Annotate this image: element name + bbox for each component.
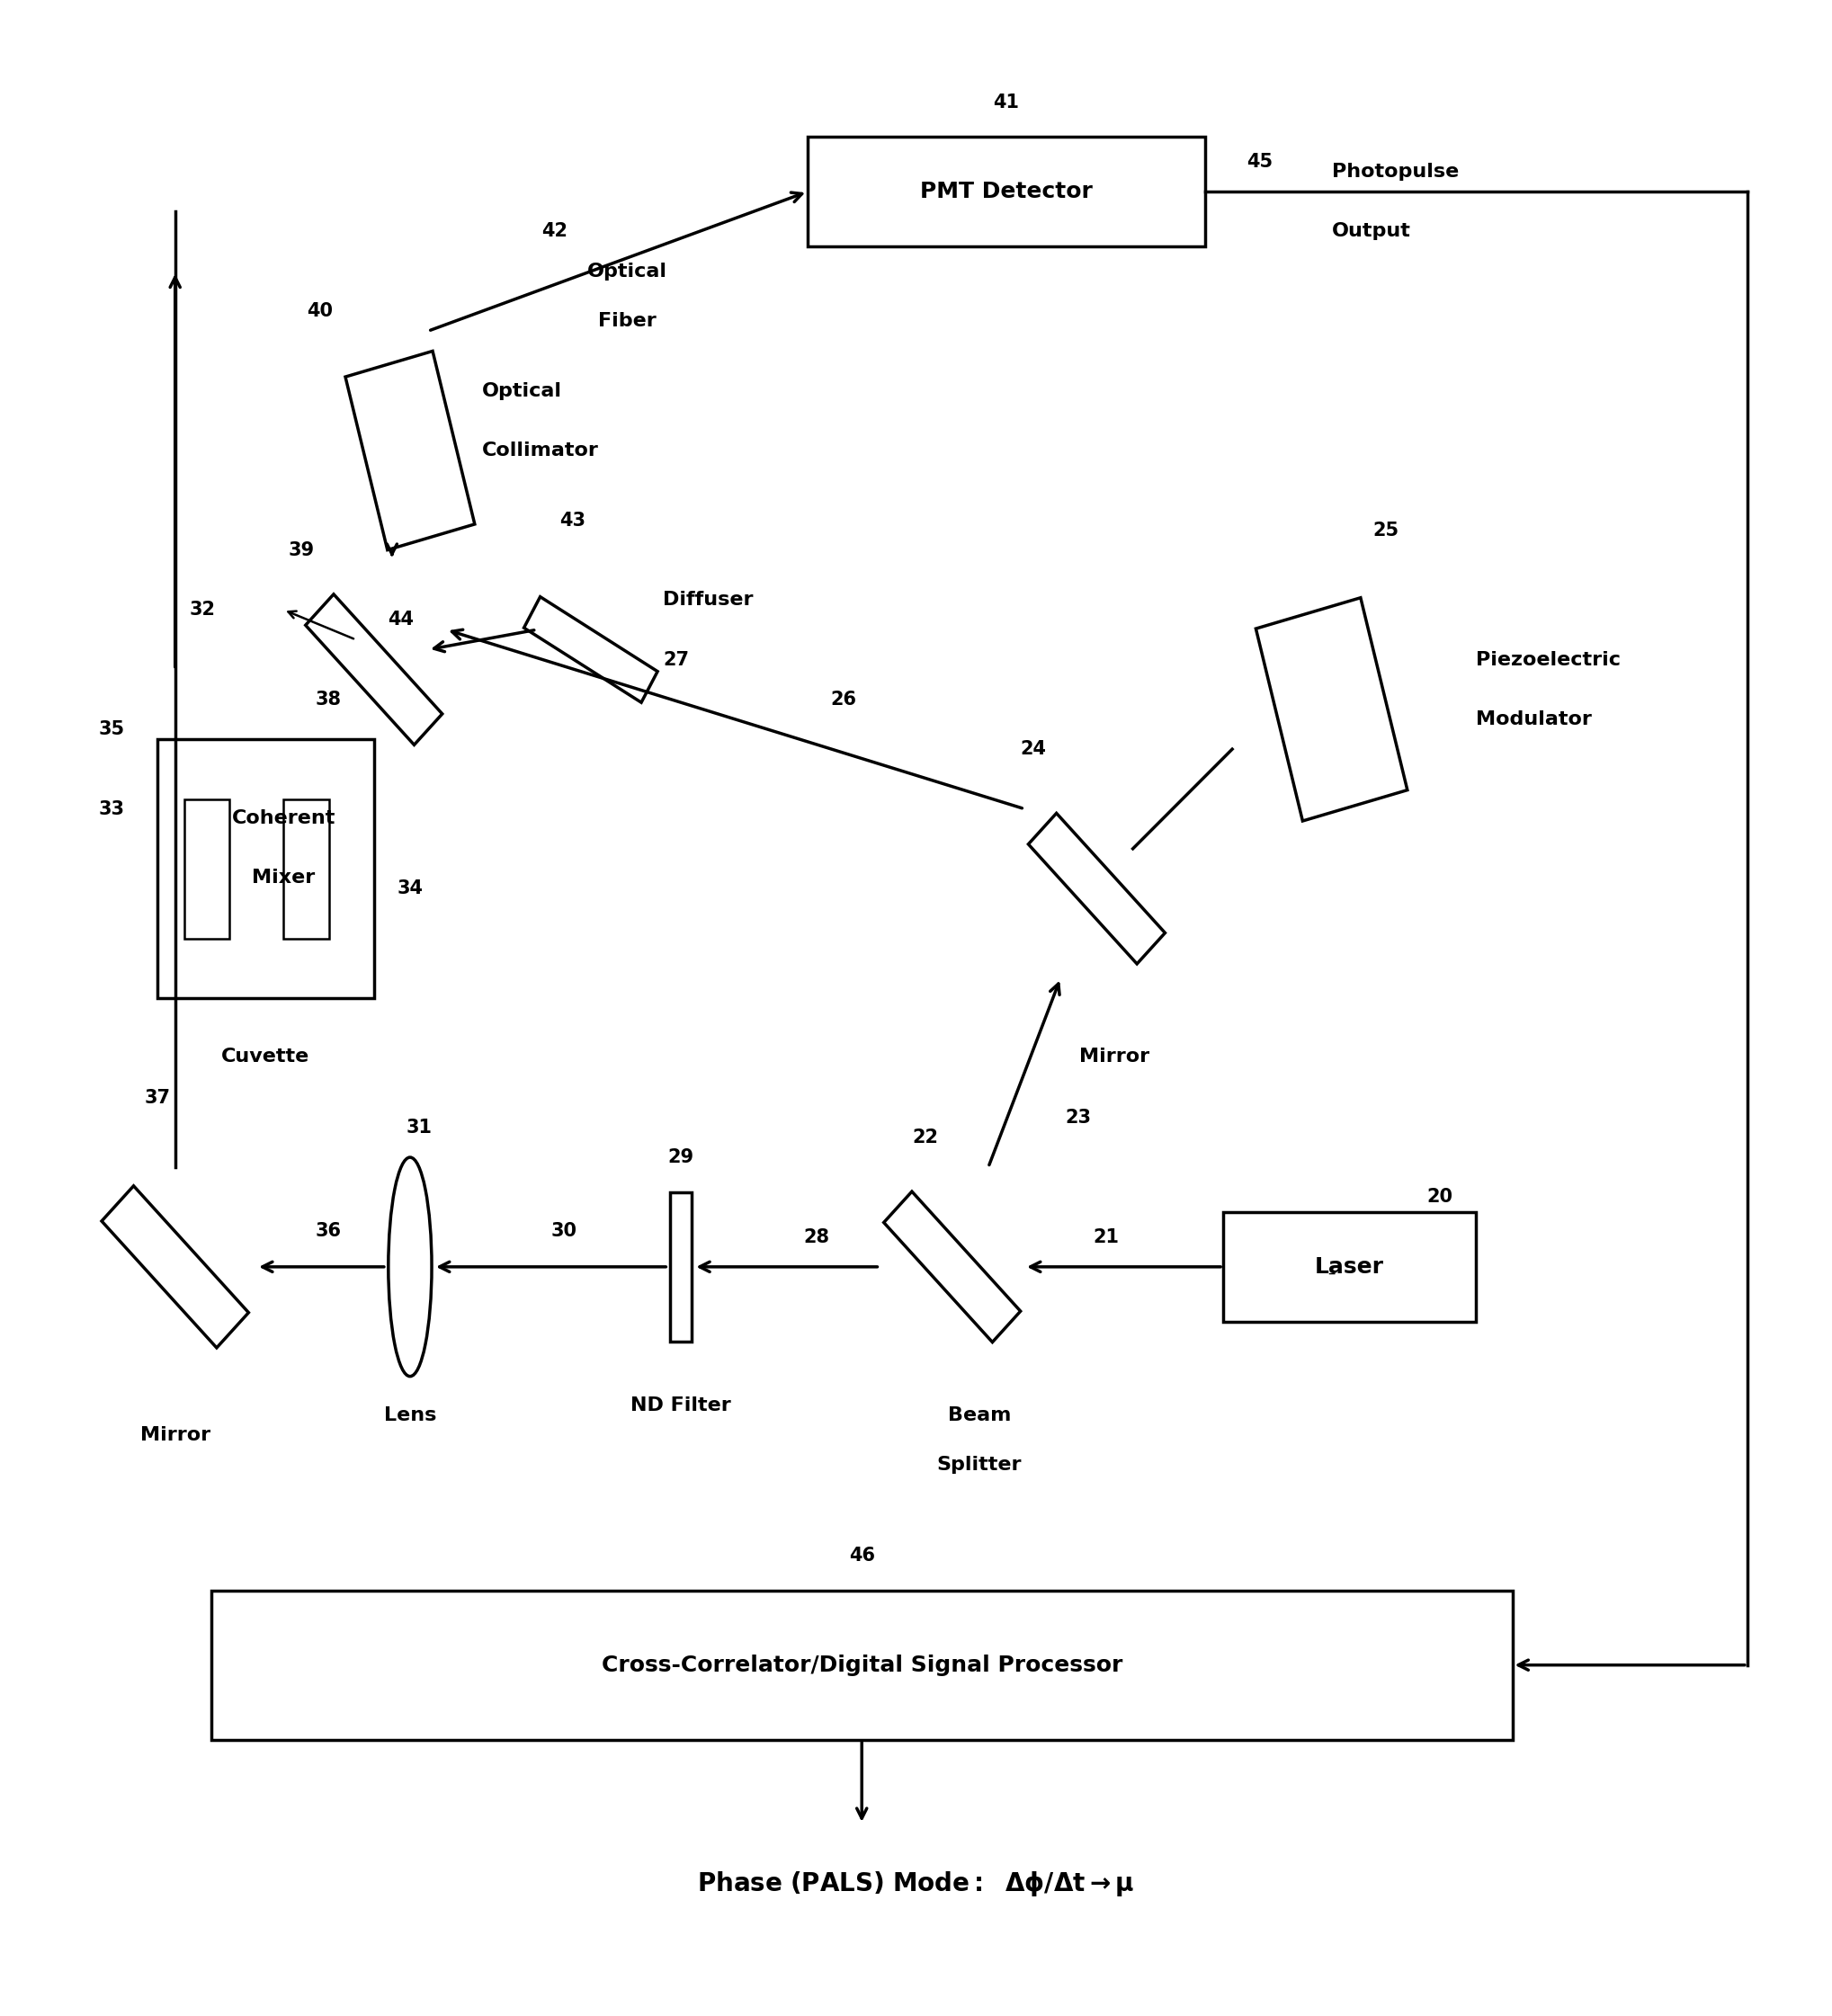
Text: 45: 45 — [1246, 153, 1273, 171]
Text: 29: 29 — [669, 1149, 694, 1167]
Text: Diffuser: Diffuser — [663, 591, 753, 609]
Text: 23: 23 — [1066, 1109, 1092, 1127]
Polygon shape — [671, 1191, 692, 1341]
Bar — [808, 137, 1205, 246]
Text: Modulator: Modulator — [1477, 710, 1592, 728]
Text: 24: 24 — [1020, 740, 1046, 758]
Text: 20: 20 — [1427, 1187, 1453, 1206]
Bar — [158, 740, 374, 998]
Text: 46: 46 — [848, 1546, 876, 1564]
Text: 38: 38 — [315, 689, 343, 708]
Text: 21: 21 — [1092, 1228, 1119, 1246]
Text: Laser: Laser — [1315, 1256, 1385, 1278]
Text: Output: Output — [1332, 222, 1411, 240]
Bar — [211, 1591, 1511, 1740]
Text: 41: 41 — [993, 93, 1019, 111]
Polygon shape — [306, 595, 442, 744]
Text: Splitter: Splitter — [936, 1456, 1022, 1474]
Text: Coherent: Coherent — [231, 808, 335, 827]
Text: 42: 42 — [542, 222, 568, 240]
Text: 43: 43 — [559, 512, 586, 528]
Text: –: – — [1328, 1264, 1336, 1280]
Text: 31: 31 — [407, 1119, 432, 1137]
Bar — [185, 798, 229, 937]
Text: 22: 22 — [912, 1129, 938, 1147]
Text: 33: 33 — [99, 800, 125, 818]
Text: Optical: Optical — [482, 381, 562, 399]
Text: 39: 39 — [288, 540, 315, 558]
Text: Mirror: Mirror — [1079, 1048, 1150, 1066]
Ellipse shape — [388, 1157, 432, 1377]
Text: 35: 35 — [99, 720, 125, 738]
Text: Cuvette: Cuvette — [222, 1048, 310, 1066]
Bar — [1224, 1212, 1477, 1322]
Text: Mixer: Mixer — [253, 869, 315, 887]
Text: Photopulse: Photopulse — [1332, 163, 1458, 181]
Text: $\mathbf{Phase\ (PALS)\ Mode:\ \ \Delta\phi/\Delta t \rightarrow \mu}$: $\mathbf{Phase\ (PALS)\ Mode:\ \ \Delta\… — [698, 1869, 1134, 1899]
Text: Optical: Optical — [586, 262, 667, 280]
Polygon shape — [346, 351, 474, 550]
Text: 27: 27 — [663, 651, 689, 669]
Text: ND Filter: ND Filter — [630, 1397, 731, 1415]
Text: 28: 28 — [804, 1228, 830, 1246]
Text: Fiber: Fiber — [597, 312, 656, 331]
Text: 30: 30 — [551, 1222, 577, 1240]
Text: 37: 37 — [145, 1089, 170, 1107]
Text: Piezoelectric: Piezoelectric — [1477, 651, 1621, 669]
Text: 26: 26 — [830, 689, 857, 708]
Text: Lens: Lens — [383, 1407, 436, 1423]
Polygon shape — [883, 1191, 1020, 1343]
Text: 40: 40 — [306, 302, 333, 321]
Polygon shape — [101, 1185, 249, 1349]
Text: 32: 32 — [189, 601, 216, 619]
Text: 44: 44 — [388, 611, 414, 629]
Text: 25: 25 — [1372, 522, 1400, 538]
Polygon shape — [1028, 812, 1165, 964]
Text: Beam: Beam — [947, 1407, 1011, 1423]
Polygon shape — [1257, 597, 1407, 821]
Text: Cross-Correlator/Digital Signal Processor: Cross-Correlator/Digital Signal Processo… — [601, 1655, 1123, 1675]
Bar — [284, 798, 328, 937]
Text: 36: 36 — [315, 1222, 343, 1240]
Text: PMT Detector: PMT Detector — [920, 181, 1092, 202]
Text: Mirror: Mirror — [139, 1425, 211, 1443]
Polygon shape — [524, 597, 658, 702]
Text: Collimator: Collimator — [482, 442, 599, 460]
Text: 34: 34 — [398, 879, 423, 897]
